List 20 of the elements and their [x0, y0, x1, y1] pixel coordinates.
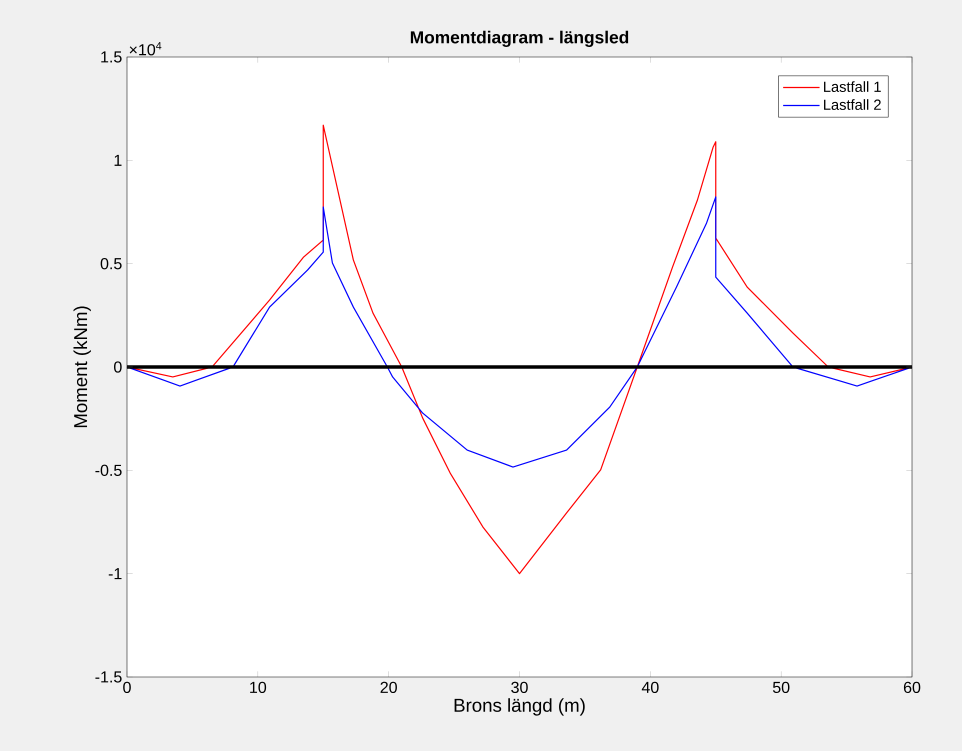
x-tick-label: 60 [904, 682, 920, 694]
x-tick-label: 0 [123, 682, 131, 694]
chart-title: Momentdiagram - längsled [410, 30, 628, 47]
y-tick-label: 0 [114, 361, 122, 373]
legend-label: Lastfall 2 [824, 99, 881, 110]
text: ×10$^{4}$ [130, 42, 162, 56]
x-axis-title: Brons längd (m) [454, 698, 585, 716]
y-tick-label: -1.5 [95, 671, 122, 683]
x-tick-label: 20 [380, 682, 397, 694]
y-axis-title: Moment (kNm) [74, 306, 91, 428]
y-tick-label: -0.5 [95, 464, 122, 476]
y-tick-label: 1.5 [101, 51, 122, 63]
x-tick-label: 30 [511, 682, 528, 694]
x-tick-label: 40 [642, 682, 659, 694]
x-tick-label: 10 [250, 682, 266, 694]
legend-label: Lastfall 1 [824, 81, 881, 92]
x-tick-label: 50 [772, 682, 790, 694]
y-tick-label: 0.5 [100, 258, 122, 270]
y-tick-label: 1 [114, 154, 122, 166]
y-tick-label: -1 [108, 568, 122, 580]
